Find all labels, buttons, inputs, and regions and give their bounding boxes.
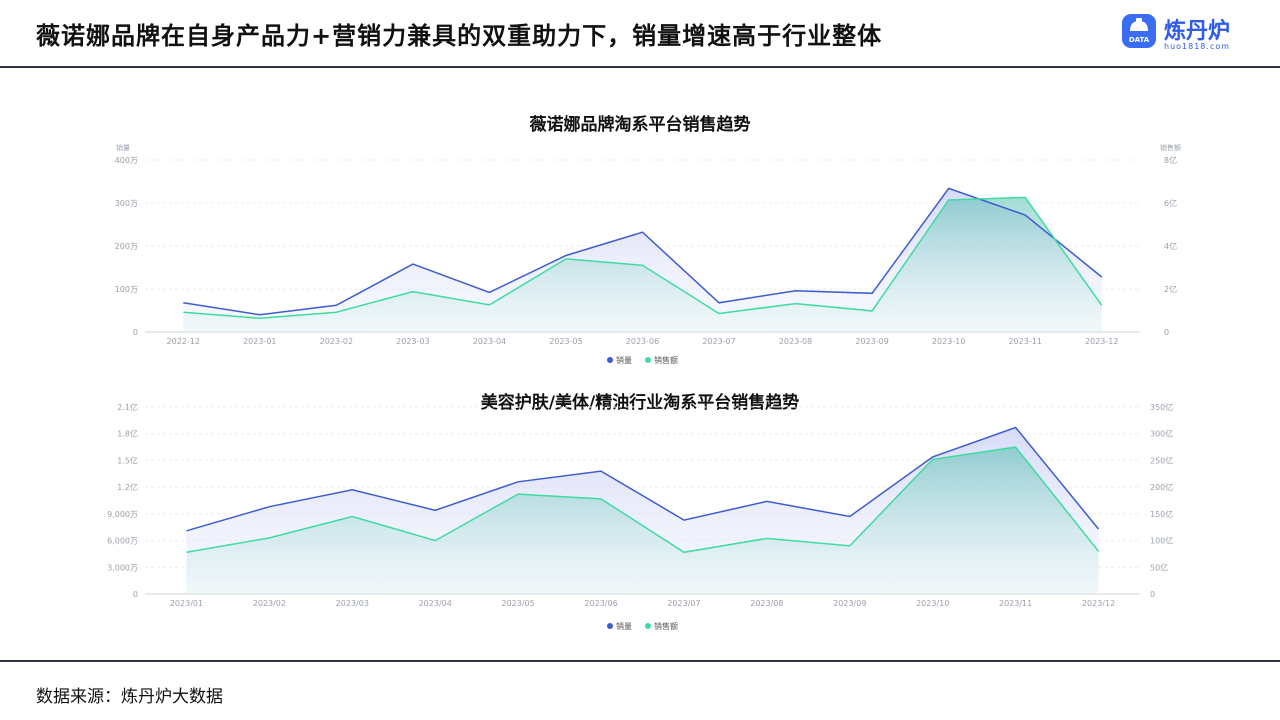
header-bar: 薇诺娜品牌在自身产品力+营销力兼具的双重助力下，销量增速高于行业整体 DATA … <box>0 0 1280 68</box>
brand-sales-chart: 薇诺娜品牌淘系平台销售趋势 400万 300万 200万 100万 0 8亿 6亿 4亿 2亿 0… <box>0 100 1280 375</box>
x-tick-label: 2023-08 <box>779 337 812 346</box>
sales-amount-area <box>183 197 1102 332</box>
y-left-tick-label: 200万 <box>115 242 138 251</box>
sales-amount-line <box>183 196 1103 319</box>
page-title: 薇诺娜品牌在自身产品力+营销力兼具的双重助力下，销量增速高于行业整体 <box>36 22 883 50</box>
y-right-tick-label: 200亿 <box>1150 482 1173 492</box>
y-right-axis-label: 销售额 <box>1160 143 1181 152</box>
x-tick-label: 2023-02 <box>320 337 353 346</box>
y-right-tick-label: 50亿 <box>1150 562 1168 572</box>
y-left-tick-label: 0 <box>133 328 138 337</box>
x-tick-label: 2023-11 <box>1008 337 1041 346</box>
y-left-tick-label: 300万 <box>115 199 138 208</box>
industry-sales-chart: 美容护肤/美体/精油行业淘系平台销售趋势 2.1亿 1.8亿 1.5亿 1.2亿 9,0… <box>0 380 1280 640</box>
x-tick-label: 2023-09 <box>855 337 888 346</box>
sales-volume-line <box>186 426 1100 532</box>
y-left-tick-label: 400万 <box>115 156 138 165</box>
legend-label-sales-volume: 销量 <box>616 621 632 631</box>
chart-title: 薇诺娜品牌淘系平台销售趋势 <box>529 115 751 135</box>
legend-label-sales-volume: 销量 <box>616 355 632 365</box>
x-tick-label: 2023/12 <box>1082 599 1115 608</box>
x-tick-label: 2023-07 <box>702 337 735 346</box>
legend-label-sales-amount: 销售额 <box>654 621 678 631</box>
sales-amount-area <box>186 447 1099 594</box>
sales-volume-line <box>183 187 1103 316</box>
logo-url: huo1818.com <box>1164 42 1231 51</box>
x-tick-label: 2023-04 <box>473 337 506 346</box>
x-tick-label: 2023/11 <box>999 599 1032 608</box>
y-right-tick-label: 150亿 <box>1150 509 1173 519</box>
legend-swatch-sales-volume <box>607 623 613 629</box>
x-tick-label: 2023/04 <box>419 599 452 608</box>
x-tick-label: 2022-12 <box>167 337 200 346</box>
y-right-tick-label: 350亿 <box>1150 402 1173 412</box>
chart-title: 美容护肤/美体/精油行业淘系平台销售趋势 <box>480 393 800 413</box>
y-left-tick-label: 9,000万 <box>107 510 138 519</box>
y-left-tick-label: 1.8亿 <box>117 429 138 439</box>
x-tick-label: 2023/09 <box>833 599 866 608</box>
x-tick-label: 2023-10 <box>932 337 965 346</box>
y-left-tick-label: 1.2亿 <box>117 482 138 492</box>
logo-name: 炼丹炉 <box>1164 19 1231 44</box>
y-right-tick-label: 4亿 <box>1164 241 1177 251</box>
legend-label-sales-amount: 销售额 <box>654 355 678 365</box>
legend-swatch-sales-amount <box>645 623 651 629</box>
y-left-tick-label: 0 <box>133 590 138 599</box>
x-tick-label: 2023-05 <box>549 337 582 346</box>
y-right-tick-label: 2亿 <box>1164 284 1177 294</box>
y-left-tick-label: 2.1亿 <box>117 402 138 412</box>
footer-divider <box>0 660 1280 662</box>
legend-swatch-sales-amount <box>645 357 651 363</box>
y-right-tick-label: 300亿 <box>1150 429 1173 439</box>
y-right-tick-label: 250亿 <box>1150 455 1173 465</box>
sales-amount-line <box>186 446 1100 554</box>
x-tick-label: 2023/08 <box>750 599 783 608</box>
brand-logo: DATA 炼丹炉 huo1818.com <box>1122 13 1262 55</box>
y-left-tick-label: 1.5亿 <box>117 455 138 465</box>
x-tick-label: 2023-06 <box>626 337 659 346</box>
industry-sales-chart-svg: 2.1亿 1.8亿 1.5亿 1.2亿 9,000万 6,000万 3,000万 0 350亿 3… <box>107 402 1173 631</box>
x-tick-label: 2023/05 <box>502 599 535 608</box>
data-source: 数据来源：炼丹炉大数据 <box>36 687 223 707</box>
logo-badge-text: DATA <box>1128 36 1150 44</box>
data-badge-icon: DATA <box>1122 14 1156 48</box>
y-left-axis-label: 销量 <box>116 143 130 152</box>
y-left-tick-label: 100万 <box>115 285 138 294</box>
x-tick-label: 2023/03 <box>336 599 369 608</box>
legend-swatch-sales-volume <box>607 357 613 363</box>
x-tick-label: 2023/02 <box>253 599 286 608</box>
y-left-tick-label: 3,000万 <box>107 563 138 572</box>
y-right-tick-label: 100亿 <box>1150 536 1173 546</box>
y-right-tick-label: 0 <box>1150 590 1155 599</box>
y-left-tick-label: 6,000万 <box>107 537 138 546</box>
x-tick-label: 2023-01 <box>243 337 276 346</box>
x-tick-label: 2023/10 <box>916 599 949 608</box>
x-tick-label: 2023/06 <box>584 599 617 608</box>
x-tick-label: 2023/07 <box>667 599 700 608</box>
y-right-tick-label: 0 <box>1164 328 1169 337</box>
y-right-tick-label: 6亿 <box>1164 198 1177 208</box>
y-right-tick-label: 8亿 <box>1164 155 1177 165</box>
x-tick-label: 2023-03 <box>396 337 429 346</box>
x-tick-label: 2023-12 <box>1085 337 1118 346</box>
x-tick-label: 2023/01 <box>170 599 203 608</box>
